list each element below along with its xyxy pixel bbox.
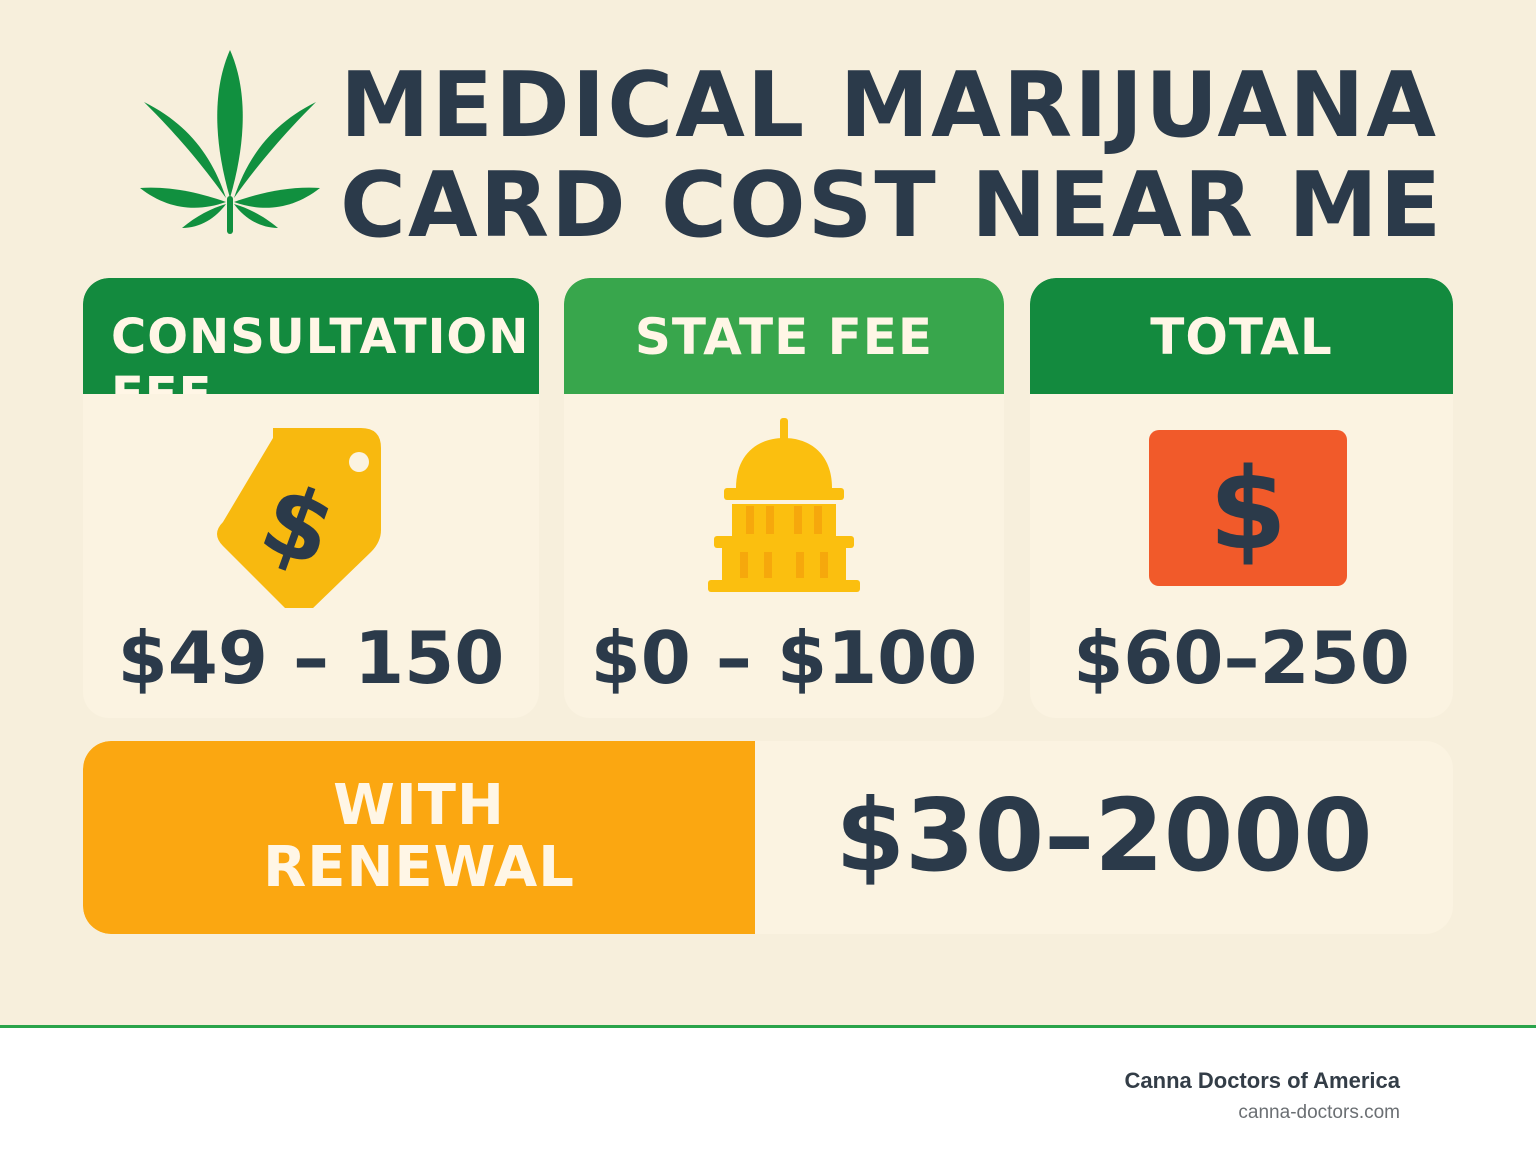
state-fee-header: STATE FEE bbox=[564, 278, 1004, 394]
infographic: MEDICAL MARIJUANA CARD COST NEAR ME CONS… bbox=[83, 50, 1453, 934]
site-url: canna-doctors.com bbox=[1238, 1102, 1400, 1123]
footer: Canna Doctors of America canna-doctors.c… bbox=[0, 1025, 1536, 1154]
renewal-label: WITH RENEWAL bbox=[83, 775, 755, 899]
page-title: MEDICAL MARIJUANA CARD COST NEAR ME bbox=[340, 53, 1444, 258]
consultation-fee-card: CONSULTATION FEE $ $49 – 150 bbox=[83, 278, 539, 718]
cannabis-leaf-icon bbox=[140, 50, 320, 234]
renewal-label-line-1: WITH bbox=[333, 773, 505, 838]
brand-name: Canna Doctors of America bbox=[1124, 1068, 1400, 1093]
svg-text:$: $ bbox=[1209, 445, 1287, 575]
state-fee-value: $0 – $100 bbox=[590, 616, 978, 700]
state-fee-label: STATE FEE bbox=[634, 308, 934, 366]
title-line-1: MEDICAL MARIJUANA bbox=[340, 53, 1439, 158]
consultation-fee-value: $49 – 150 bbox=[117, 616, 505, 700]
renewal-banner: WITH RENEWAL $30–2000 bbox=[83, 741, 1453, 934]
consultation-fee-header: CONSULTATION FEE bbox=[83, 278, 539, 394]
renewal-label-line-2: RENEWAL bbox=[263, 835, 575, 900]
dollar-card-icon: $ bbox=[1149, 430, 1347, 586]
total-value: $60–250 bbox=[1073, 616, 1410, 700]
consultation-fee-label: CONSULTATION FEE bbox=[111, 309, 530, 394]
renewal-value: $30–2000 bbox=[835, 777, 1373, 894]
price-tag-icon: $ bbox=[217, 428, 381, 608]
state-fee-card: STATE FEE $0 – $10 bbox=[564, 278, 1004, 718]
renewal-tag: WITH RENEWAL bbox=[83, 741, 755, 934]
title-line-2: CARD COST NEAR ME bbox=[340, 153, 1444, 258]
total-label: TOTAL bbox=[1150, 308, 1333, 366]
total-card: TOTAL $ $60–250 bbox=[1030, 278, 1453, 718]
total-header: TOTAL bbox=[1030, 278, 1453, 394]
capitol-building-icon bbox=[708, 418, 860, 592]
